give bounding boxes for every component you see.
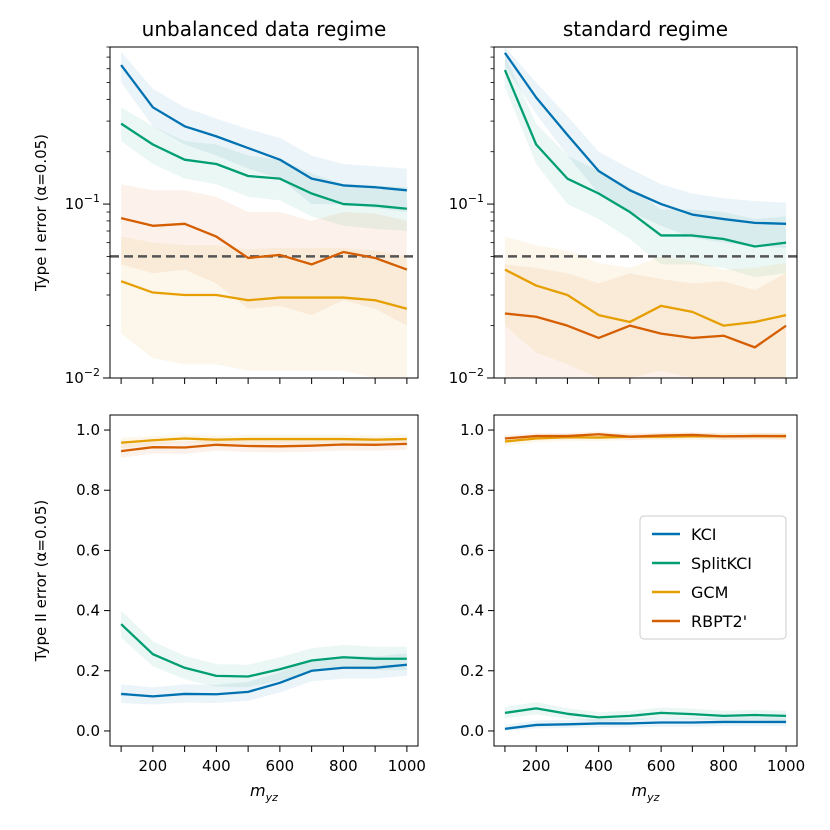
legend-label-kci: KCI: [691, 525, 717, 544]
x-tick-label: 400: [202, 757, 231, 775]
y-tick-label: 10−1: [449, 192, 484, 213]
series-lines: [120, 52, 787, 730]
x-axis-label: myz: [250, 781, 278, 804]
panel-title: standard regime: [563, 17, 728, 41]
y-tick-label-base: 10: [65, 195, 84, 213]
y-tick-label-exponent: −1: [84, 192, 100, 205]
y-tick-label-exponent: −2: [468, 366, 484, 379]
line-rbpt2-unbalanced-type2: [120, 442, 407, 453]
y-tick-label: 0.0: [76, 722, 100, 740]
y-tick-label: 0.2: [460, 662, 484, 680]
line-splitkci-standard-type1: [503, 69, 787, 248]
x-tick-label: 200: [522, 757, 551, 775]
legend-box: [639, 515, 787, 640]
y-tick-label: 0.6: [76, 541, 100, 559]
legend-label-gcm: GCM: [691, 583, 728, 602]
y-tick-label-exponent: −1: [468, 192, 484, 205]
line-kci-standard-type2: [504, 720, 787, 730]
y-tick-label: 10−2: [449, 366, 484, 387]
x-tick-label: 1000: [767, 757, 805, 775]
x-tick-label: 1000: [388, 757, 426, 775]
y-tick-label: 0.6: [460, 541, 484, 559]
x-axis-label-subscript: yz: [265, 791, 279, 804]
y-tick-label-base: 10: [65, 369, 84, 387]
y-tick-label: 1.0: [76, 421, 100, 439]
band-kci-standard-type1: [504, 47, 787, 248]
y-tick-label: 10−1: [65, 192, 100, 213]
line-rbpt2-standard-type2: [504, 433, 787, 440]
line-gcm-unbalanced-type2: [121, 437, 407, 444]
y-tick-label: 0.2: [76, 662, 100, 680]
x-axis-label-subscript: yz: [646, 791, 660, 804]
panel-frame-standard-type2: [493, 414, 798, 747]
x-tick-label: 600: [266, 757, 295, 775]
line-kci-unbalanced-type1: [120, 64, 407, 192]
x-tick-label: 200: [139, 757, 168, 775]
y-tick-label: 0.8: [76, 481, 100, 499]
x-tick-label: 600: [647, 757, 676, 775]
x-tick-label: 800: [329, 757, 358, 775]
band-splitkci-standard-type1: [504, 54, 787, 278]
line-gcm-unbalanced-type1: [120, 280, 408, 310]
y-tick-label: 0.0: [460, 722, 484, 740]
y-axis-label: Type II error (α=0.05): [32, 500, 50, 662]
panel-frame-unbalanced-type2: [109, 414, 419, 747]
x-axis-label-main: m: [250, 781, 266, 800]
y-tick-label: 10−2: [65, 366, 100, 387]
line-splitkci-unbalanced-type1: [120, 122, 408, 210]
line-gcm-standard-type1: [504, 268, 787, 327]
band-gcm-standard-type1: [504, 236, 787, 378]
line-kci-unbalanced-type2: [121, 663, 407, 698]
band-splitkci-standard-type2: [504, 702, 787, 722]
band-splitkci-unbalanced-type1: [121, 107, 407, 232]
legend-label-rbpt2: RBPT2': [691, 612, 747, 631]
axes: [103, 46, 798, 752]
line-splitkci-unbalanced-type2: [120, 623, 407, 678]
panel-frame-standard-type1: [493, 46, 798, 379]
x-tick-label: 800: [709, 757, 738, 775]
y-tick-label: 0.4: [76, 602, 100, 620]
line-rbpt2-unbalanced-type1: [120, 217, 408, 271]
y-tick-label: 1.0: [460, 421, 484, 439]
band-kci-unbalanced-type1: [121, 51, 407, 213]
panel-frame-unbalanced-type1: [109, 46, 419, 379]
band-gcm-unbalanced-type1: [121, 236, 407, 378]
band-kci-standard-type2: [504, 717, 787, 731]
confidence-bands: [121, 47, 787, 731]
y-tick-label: 0.4: [460, 602, 484, 620]
x-tick-label: 400: [584, 757, 613, 775]
y-tick-label-exponent: −2: [84, 366, 100, 379]
y-tick-label: 0.8: [460, 481, 484, 499]
panel-title: unbalanced data regime: [142, 17, 387, 41]
x-axis-label: myz: [632, 781, 660, 804]
y-axis-label: Type I error (α=0.05): [32, 134, 50, 292]
x-axis-label-main: m: [632, 781, 648, 800]
legend: KCI SplitKCI GCM RBPT2': [639, 515, 787, 640]
line-kci-standard-type1: [503, 52, 787, 225]
y-tick-label-base: 10: [449, 369, 468, 387]
band-rbpt2-unbalanced-type1: [121, 184, 407, 326]
y-tick-label-base: 10: [449, 195, 468, 213]
band-kci-unbalanced-type2: [121, 653, 407, 705]
legend-label-splitkci: SplitKCI: [691, 554, 752, 573]
line-rbpt2-standard-type1: [504, 312, 787, 349]
band-rbpt2-standard-type1: [504, 264, 787, 378]
band-rbpt2-unbalanced-type2: [121, 438, 407, 458]
line-splitkci-standard-type2: [504, 707, 787, 719]
